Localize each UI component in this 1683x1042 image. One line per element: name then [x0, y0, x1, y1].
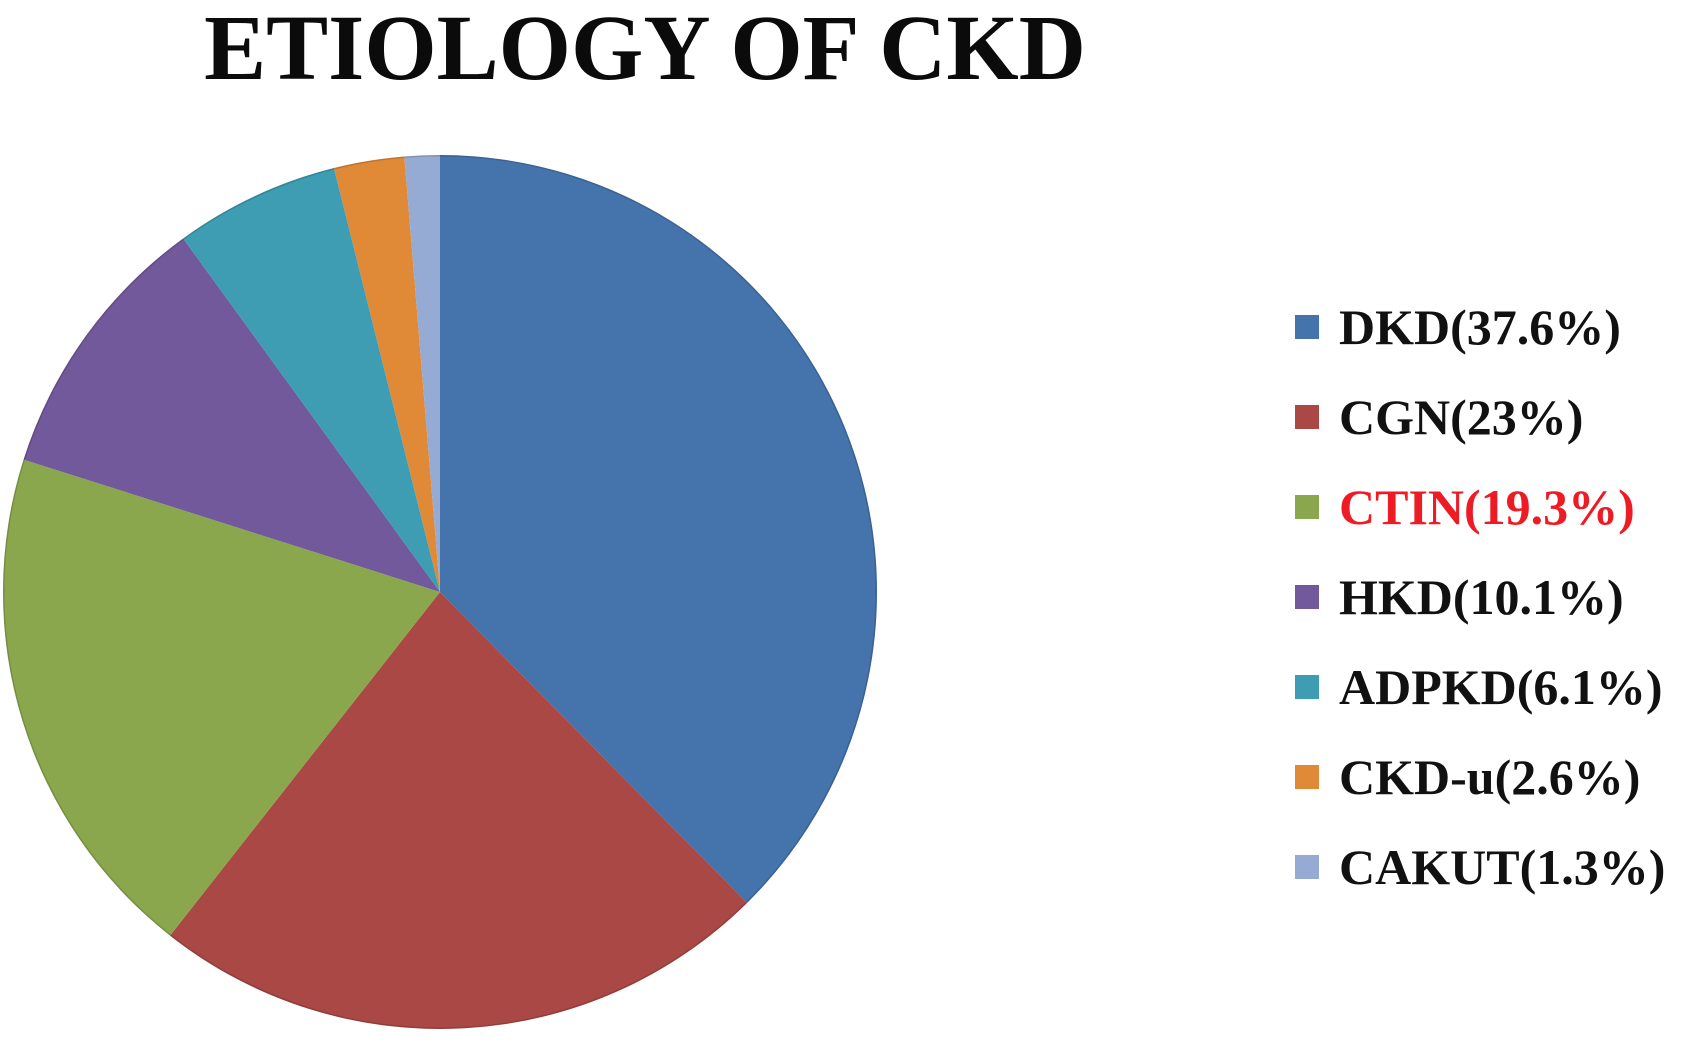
legend-label: ADPKD(6.1%)	[1339, 659, 1663, 715]
legend-item: CAKUT(1.3%)	[1295, 842, 1665, 892]
legend-swatch	[1295, 765, 1319, 789]
legend-swatch	[1295, 855, 1319, 879]
legend-item: HKD(10.1%)	[1295, 572, 1665, 622]
legend: DKD(37.6%) CGN(23%) CTIN(19.3%) HKD(10.1%) A…	[1295, 302, 1665, 932]
legend-label: HKD(10.1%)	[1339, 569, 1624, 625]
pie-outline	[3, 155, 877, 1029]
legend-swatch	[1295, 405, 1319, 429]
pie-slice-CTIN	[3, 459, 441, 936]
legend-swatch	[1295, 585, 1319, 609]
legend-swatch	[1295, 675, 1319, 699]
legend-swatch	[1295, 495, 1319, 519]
chart-title: ETIOLOGY OF CKD	[204, 0, 1086, 100]
pie-slice-CKD-u	[333, 156, 440, 592]
pie-slice-CAKUT	[404, 155, 440, 592]
pie-slice-CGN	[170, 592, 748, 1029]
legend-item: CTIN(19.3%)	[1295, 482, 1665, 532]
legend-label: CGN(23%)	[1339, 389, 1584, 445]
pie-chart	[3, 155, 878, 1029]
pie-slice-ADPKD	[183, 168, 440, 593]
pie-slice-DKD	[440, 155, 878, 903]
legend-item: CGN(23%)	[1295, 392, 1665, 442]
pie-slice-HKD	[23, 238, 441, 592]
legend-item: CKD-u(2.6%)	[1295, 752, 1665, 802]
legend-item: ADPKD(6.1%)	[1295, 662, 1665, 712]
legend-label: CKD-u(2.6%)	[1339, 749, 1641, 805]
legend-item: DKD(37.6%)	[1295, 302, 1665, 352]
legend-swatch	[1295, 315, 1319, 339]
legend-label: CAKUT(1.3%)	[1339, 839, 1666, 895]
legend-label: CTIN(19.3%)	[1339, 479, 1635, 535]
legend-label: DKD(37.6%)	[1339, 299, 1621, 355]
